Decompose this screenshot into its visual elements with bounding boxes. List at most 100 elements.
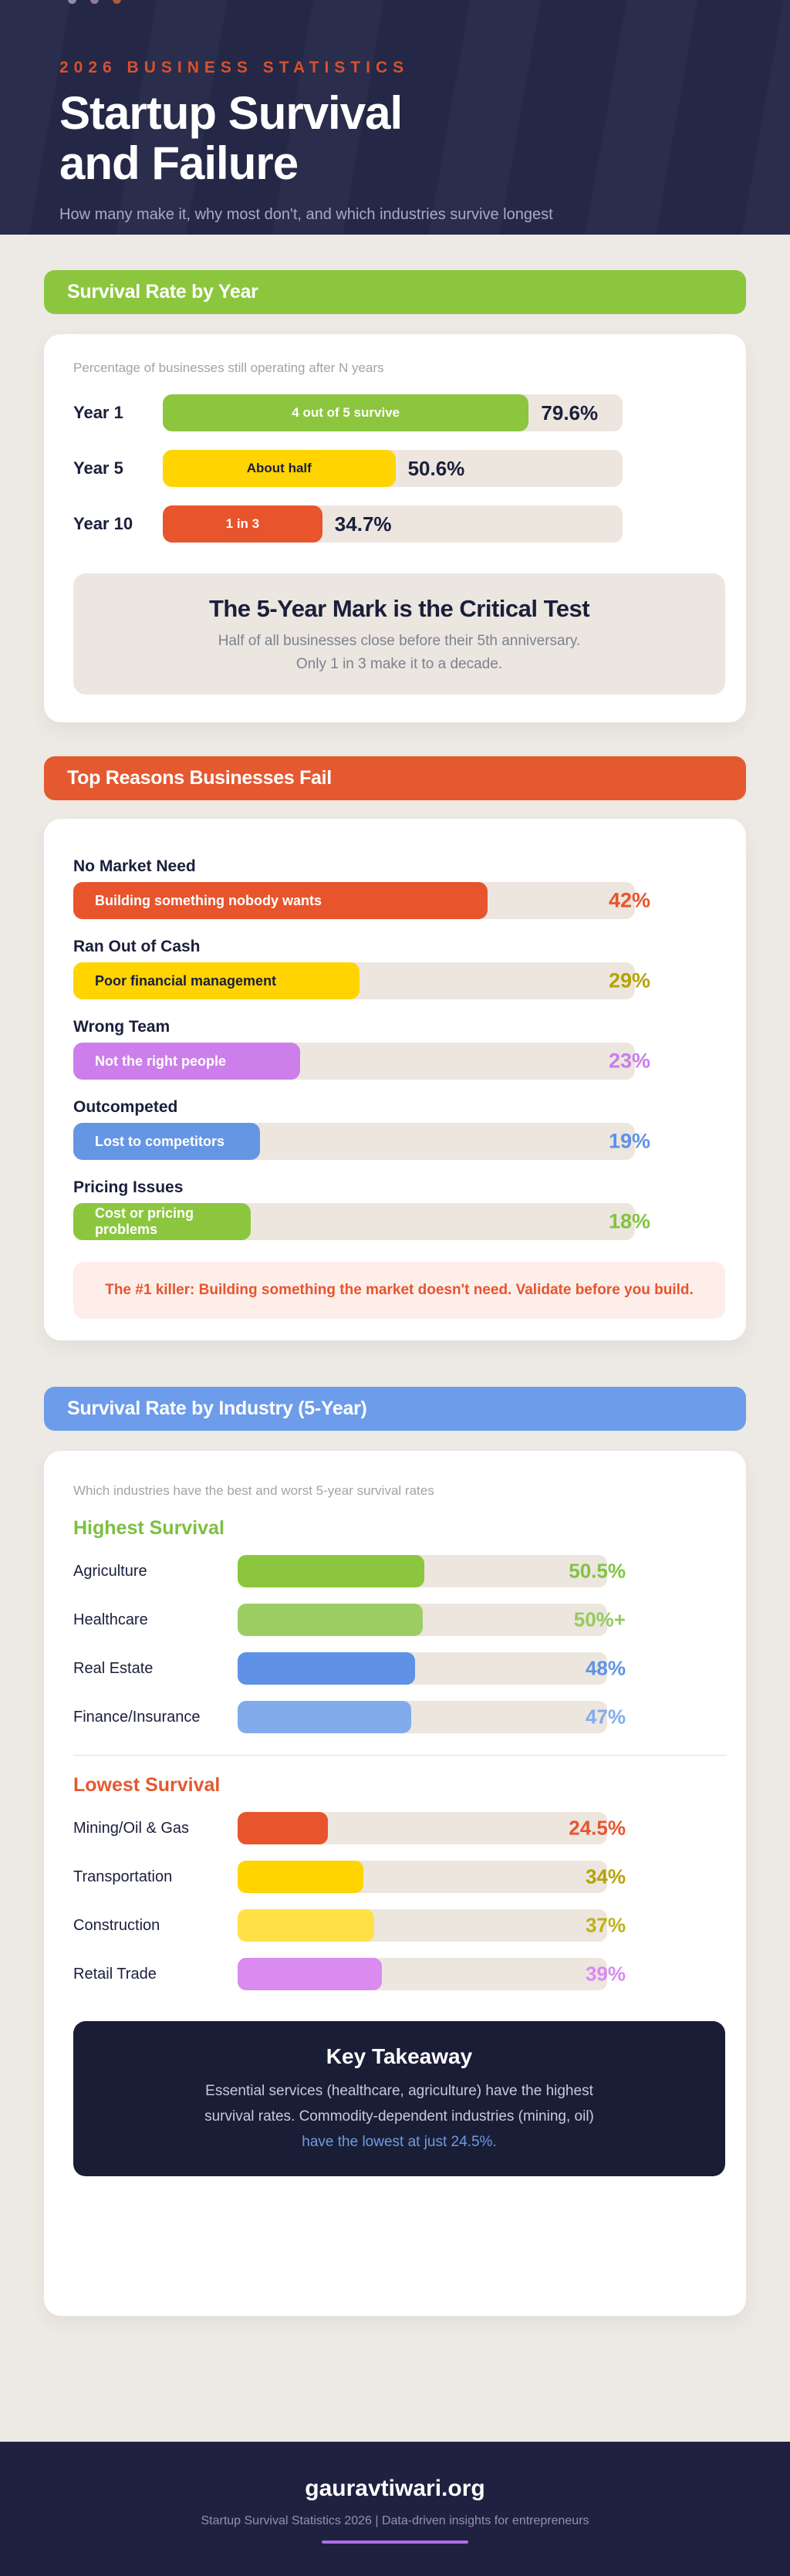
bar-value: 50.5% xyxy=(569,1559,626,1583)
bar-track: 50.5% xyxy=(238,1555,626,1588)
five-year-callout-line2: Only 1 in 3 make it to a decade. xyxy=(295,655,503,672)
year-row-label: Year 10 xyxy=(73,514,133,533)
bar-fill xyxy=(238,1861,363,1894)
reason-row-label: Ran Out of Cash xyxy=(73,938,201,956)
footer-accent-rule xyxy=(322,2541,468,2544)
reason-row: Wrong Team Not the right people 23% xyxy=(73,1018,727,1080)
decor-dot-2 xyxy=(90,0,99,4)
footer-tagline: Startup Survival Statistics 2026 | Data-… xyxy=(201,2514,589,2528)
bar-track: 1 in 3 34.7% xyxy=(163,505,623,543)
bar-value: 34.7% xyxy=(334,512,392,536)
industry-row-label: Construction xyxy=(73,1916,160,1934)
industry-row-label: Mining/Oil & Gas xyxy=(73,1819,190,1837)
key-takeaway-box: Key Takeaway Essential services (healthc… xyxy=(73,2021,725,2177)
bar-inner-label: Cost or pricing problems xyxy=(95,1205,194,1238)
industry-row: Transportation 34% xyxy=(73,1861,727,1894)
year-row: Year 5 About half 50.6% xyxy=(73,450,727,487)
bar-track: 50%+ xyxy=(238,1604,626,1637)
industry-row-label: Real Estate xyxy=(73,1659,154,1677)
bar-fill xyxy=(238,1604,423,1637)
year-row-label: Year 5 xyxy=(73,458,123,478)
section-header-industry: Survival Rate by Industry (5-Year) xyxy=(44,1387,746,1432)
bar-value: 42% xyxy=(608,888,650,912)
bar-value: 39% xyxy=(585,1962,626,1986)
fail-reasons-card: No Market Need Building something nobody … xyxy=(44,819,746,1341)
section-header-survival-by-year: Survival Rate by Year xyxy=(44,270,746,314)
industry-row: Healthcare 50%+ xyxy=(73,1604,727,1637)
hero-section: 2026 BUSINESS STATISTICS Startup Surviva… xyxy=(0,0,790,235)
year-chart: Year 1 4 out of 5 survive 79.6% Year 5 About… xyxy=(73,394,727,543)
highest-survival-heading: Highest Survival xyxy=(73,1517,225,1540)
reason-row-label: No Market Need xyxy=(73,857,196,876)
bar-fill: Lost to competitors xyxy=(73,1123,261,1161)
industry-row: Finance/Insurance 47% xyxy=(73,1701,727,1734)
lowest-survival-heading: Lowest Survival xyxy=(73,1774,221,1797)
reason-row: No Market Need Building something nobody … xyxy=(73,857,727,920)
bar-inner-label: Building something nobody wants xyxy=(95,892,322,908)
industry-note: Which industries have the best and worst… xyxy=(73,1483,434,1499)
page-title-line1: Startup Survival xyxy=(59,87,403,139)
five-year-callout-title: The 5-Year Mark is the Critical Test xyxy=(208,595,590,622)
bar-fill xyxy=(238,1652,415,1685)
industry-row: Real Estate 48% xyxy=(73,1652,727,1685)
highest-survival-chart: Agriculture 50.5% Healthcare 50%+ Real Estat… xyxy=(73,1555,727,1734)
bar-inner-label: Poor financial management xyxy=(95,972,277,989)
bar-inner-label: 1 in 3 xyxy=(225,516,260,531)
bar-value: 48% xyxy=(585,1656,626,1680)
bar-fill xyxy=(238,1909,375,1942)
bar-inner-label: About half xyxy=(246,461,312,475)
bar-inner-label: Lost to competitors xyxy=(95,1133,225,1149)
bar-value: 34% xyxy=(585,1864,626,1888)
industry-card: Which industries have the best and worst… xyxy=(44,1451,746,2317)
eyebrow-label: 2026 BUSINESS STATISTICS xyxy=(59,59,410,76)
bar-fill: Building something nobody wants xyxy=(73,882,488,920)
bar-track: Not the right people 23% xyxy=(73,1043,650,1080)
decor-dot-1 xyxy=(68,0,76,4)
bar-track: 39% xyxy=(238,1958,626,1991)
bar-fill: Poor financial management xyxy=(73,962,360,1000)
reason-row-label: Pricing Issues xyxy=(73,1178,184,1197)
decor-dots xyxy=(68,0,121,4)
bar-inner-label: Not the right people xyxy=(95,1053,226,1069)
bar-fill: 1 in 3 xyxy=(163,505,322,543)
bar-fill xyxy=(238,1701,412,1734)
bar-fill: Not the right people xyxy=(73,1043,301,1080)
reason-row-label: Wrong Team xyxy=(73,1018,170,1036)
bar-fill: About half xyxy=(163,450,396,487)
page-title: Startup Survival and Failure xyxy=(59,88,790,189)
survival-by-year-note: Percentage of businesses still operating… xyxy=(73,360,384,375)
reason-row: Pricing Issues Cost or pricing problems 18… xyxy=(73,1178,727,1241)
bar-value: 37% xyxy=(585,1913,626,1937)
industry-row: Mining/Oil & Gas 24.5% xyxy=(73,1812,727,1845)
content-area: Survival Rate by Year Percentage of busi… xyxy=(0,235,790,2442)
industry-row-label: Finance/Insurance xyxy=(73,1708,201,1726)
bar-fill: Cost or pricing problems xyxy=(73,1203,252,1241)
bar-track: About half 50.6% xyxy=(163,450,623,487)
bar-value: 47% xyxy=(585,1705,626,1729)
year-row: Year 1 4 out of 5 survive 79.6% xyxy=(73,394,727,431)
decor-dot-3 xyxy=(113,0,121,4)
five-year-callout: The 5-Year Mark is the Critical Test Hal… xyxy=(73,573,725,695)
lowest-survival-chart: Mining/Oil & Gas 24.5% Transportation 34% Co… xyxy=(73,1812,727,1991)
bar-fill xyxy=(238,1958,382,1991)
bar-track: 47% xyxy=(238,1701,626,1734)
bar-track: Cost or pricing problems 18% xyxy=(73,1203,650,1241)
industry-row: Retail Trade 39% xyxy=(73,1958,727,1991)
bar-value: 23% xyxy=(608,1049,650,1073)
bar-value: 18% xyxy=(608,1209,650,1233)
reason-row-label: Outcompeted xyxy=(73,1098,178,1117)
industry-divider xyxy=(73,1755,727,1756)
footer-site-name: gauravtiwari.org xyxy=(305,2476,485,2502)
bar-value: 79.6% xyxy=(541,401,599,424)
bar-track: Poor financial management 29% xyxy=(73,962,650,1000)
industry-row-label: Agriculture xyxy=(73,1562,147,1580)
bar-fill xyxy=(238,1812,329,1845)
key-takeaway-body: Essential services (healthcare, agricult… xyxy=(89,2078,710,2155)
bar-track: 37% xyxy=(238,1909,626,1942)
bar-fill xyxy=(238,1555,424,1588)
key-takeaway-line2: survival rates. Commodity-dependent indu… xyxy=(204,2108,594,2125)
section-header-fail-reasons: Top Reasons Businesses Fail xyxy=(44,756,746,801)
five-year-callout-line1: Half of all businesses close before thei… xyxy=(218,633,581,649)
bar-track: Lost to competitors 19% xyxy=(73,1123,650,1161)
